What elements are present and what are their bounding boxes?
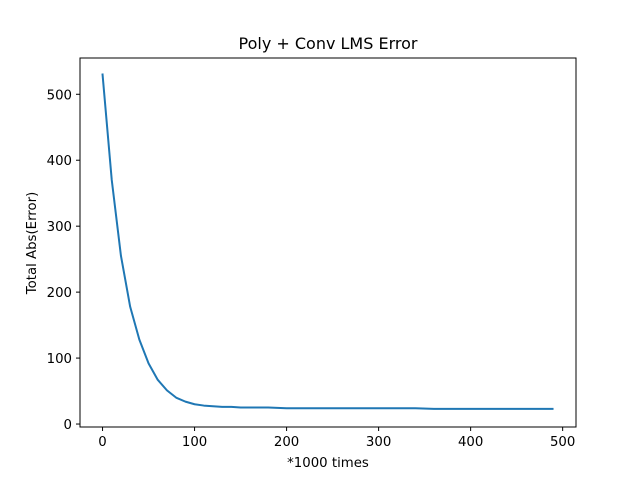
y-tick-label: 500 [47,88,72,103]
x-tick-label: 500 [550,435,575,450]
axis-ticks: 0 100 200 300 400 500 0 100 200 300 400 500 [47,88,576,450]
x-tick-label: 100 [182,435,207,450]
x-tick-label: 400 [458,435,483,450]
x-tick-label: 200 [274,435,299,450]
plot-frame [79,57,577,428]
plot-area [79,57,577,428]
y-tick-label: 400 [47,154,72,169]
y-tick-label: 300 [47,220,72,235]
y-tick-label: 100 [47,352,72,367]
x-tick-label: 0 [98,435,106,450]
series-line-0 [101,73,554,410]
chart-title: Poly + Conv LMS Error [239,34,418,53]
y-tick-label: 0 [64,418,72,433]
x-tick-label: 300 [366,435,391,450]
y-axis-label: Total Abs(Error) [25,192,40,296]
x-axis-label: *1000 times [287,456,369,471]
y-tick-label: 200 [47,286,72,301]
